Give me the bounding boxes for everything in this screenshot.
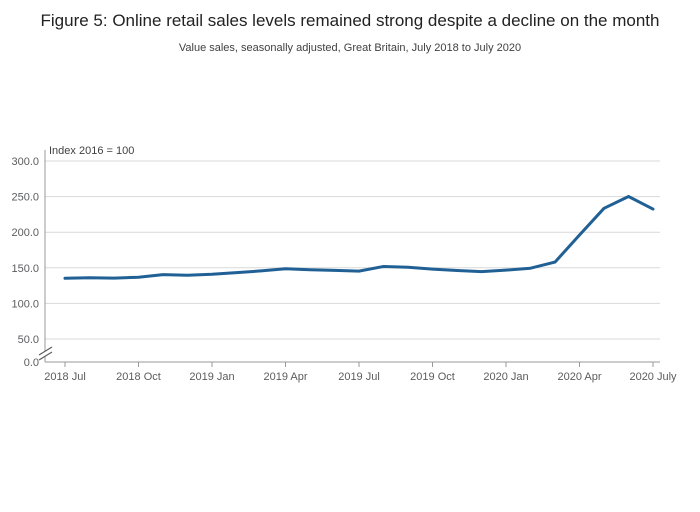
- y-axis-tick-label: 250.0: [11, 192, 39, 204]
- chart-title: Figure 5: Online retail sales levels rem…: [40, 11, 660, 30]
- axis-break-mask: [40, 347, 51, 360]
- y-axis-unit-note: Index 2016 = 100: [49, 145, 135, 157]
- y-axis-tick-label: 50.0: [18, 334, 39, 346]
- axis-break-icon: [38, 351, 53, 361]
- y-axis-tick-label: 300.0: [11, 156, 39, 168]
- x-axis-tick-label: 2019 Apr: [263, 371, 307, 383]
- y-axis-tick-label: 0.0: [24, 357, 39, 369]
- x-axis-tick-label: 2018 Jul: [44, 371, 86, 383]
- axis-break-icon: [38, 346, 53, 356]
- line-chart: 0.0 50.0 100.0 150.0 200.0 250.0 300.0 2018 Jul…: [11, 150, 677, 383]
- y-axis-tick-label: 100.0: [11, 298, 39, 310]
- x-axis-tick-label: 2019 Oct: [410, 371, 455, 383]
- x-axis-tick-label: 2018 Oct: [116, 371, 161, 383]
- series-line: [63, 195, 655, 280]
- y-axis-tick-label: 200.0: [11, 227, 39, 239]
- x-axis-tick-label: 2020 Apr: [557, 371, 601, 383]
- x-axis-tick-label: 2020 Jan: [483, 371, 528, 383]
- x-axis-tick-label: 2019 Jan: [189, 371, 234, 383]
- y-axis-tick-label: 150.0: [11, 263, 39, 275]
- x-axis-tick-label: 2020 July: [629, 371, 677, 383]
- x-axis-tick-label: 2019 Jul: [338, 371, 380, 383]
- chart-subtitle: Value sales, seasonally adjusted, Great …: [178, 42, 522, 55]
